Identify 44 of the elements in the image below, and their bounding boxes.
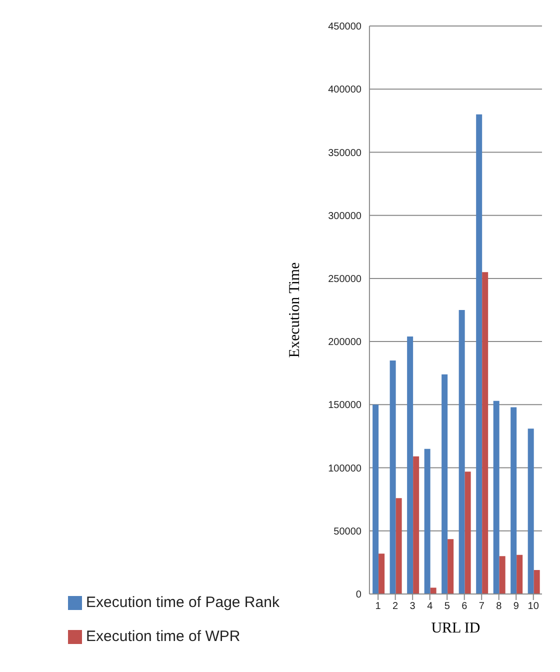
x-tick-label: 10: [528, 601, 540, 612]
x-tick-label: 3: [410, 601, 416, 612]
x-tick-label: 1: [375, 601, 382, 612]
bar: [464, 472, 471, 594]
x-tick-label: 7: [478, 601, 485, 612]
y-tick-label: 0: [356, 590, 362, 601]
bar: [430, 588, 436, 594]
y-tick-label: 50000: [334, 526, 362, 538]
bar: [476, 114, 482, 594]
legend-label: Execution time of WPR: [86, 628, 240, 645]
x-tick-label: 9: [513, 601, 520, 612]
bar: [493, 400, 500, 594]
bar: [396, 498, 402, 594]
x-tick-label: 2: [392, 601, 399, 612]
y-tick-label: 100000: [328, 463, 362, 474]
y-tick-label: 350000: [328, 148, 362, 159]
bar: [413, 456, 420, 594]
bar: [378, 554, 385, 594]
bar: [528, 428, 534, 594]
y-tick-label: 400000: [328, 84, 362, 96]
bar: [390, 360, 396, 594]
x-tick-label: 5: [444, 601, 450, 612]
bar: [448, 539, 454, 594]
y-tick-label: 150000: [328, 400, 362, 412]
x-tick-label: 8: [496, 601, 502, 612]
y-tick-label: 250000: [328, 274, 362, 285]
bar: [372, 404, 379, 594]
y-tick-label: 300000: [328, 210, 362, 222]
bar: [534, 570, 540, 594]
legend-label: Execution time of Page Rank: [86, 594, 280, 611]
bar: [442, 374, 448, 594]
bar: [516, 554, 523, 594]
x-tick-label: 4: [427, 601, 434, 612]
bar: [499, 556, 506, 594]
bar: [424, 448, 430, 594]
x-axis-title: URL ID: [431, 620, 480, 637]
x-tick-label: 6: [462, 601, 468, 612]
bar: [482, 272, 488, 594]
bar: [458, 310, 465, 594]
bar: [510, 407, 517, 594]
y-tick-label: 200000: [328, 337, 362, 348]
y-axis-title: Execution Time: [286, 262, 303, 358]
y-tick-label: 450000: [328, 22, 362, 33]
bar: [407, 336, 414, 594]
